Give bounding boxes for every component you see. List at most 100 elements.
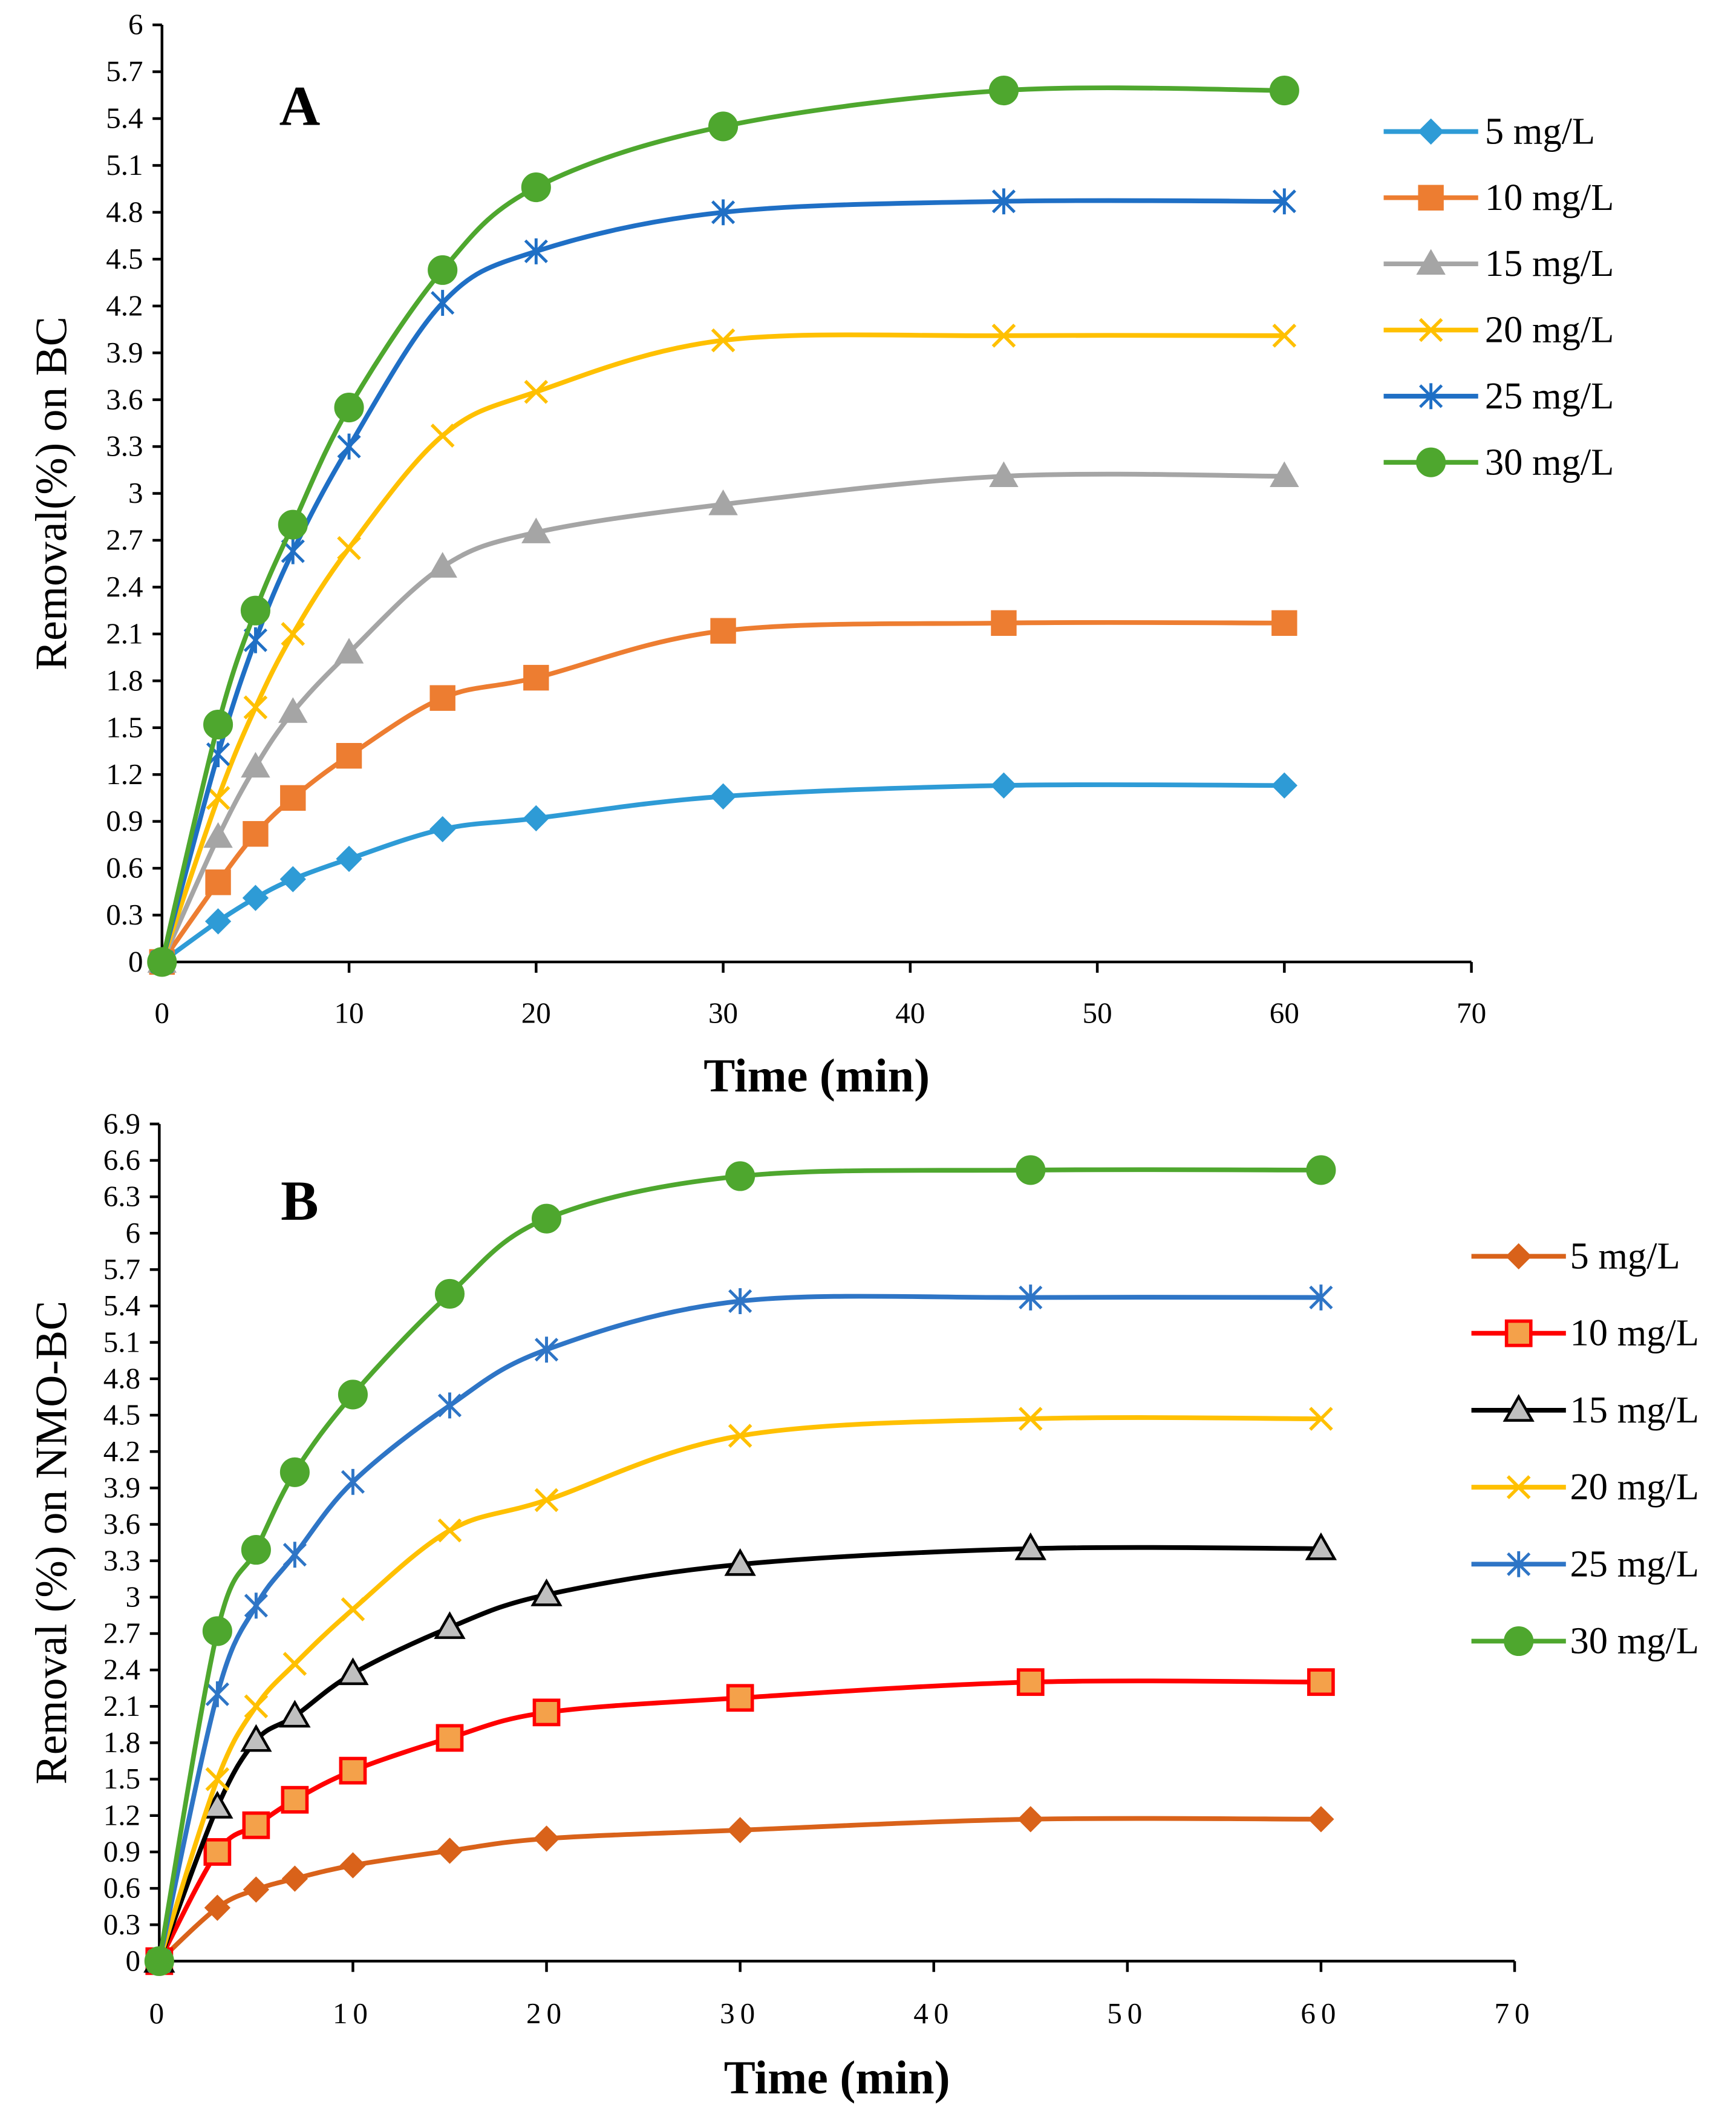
- data-point: [1019, 1284, 1043, 1310]
- data-point: [206, 786, 230, 810]
- x-tick-label: 10: [333, 1997, 373, 2030]
- data-point: [1272, 188, 1296, 215]
- y-tick-label: 1.5: [103, 1762, 140, 1795]
- x-tick-label: 60: [1300, 1997, 1341, 2030]
- data-point: [1308, 1806, 1334, 1833]
- y-tick-label: 3.9: [103, 1471, 140, 1504]
- series-line: [157, 1415, 1321, 1962]
- data-point: [334, 392, 364, 423]
- y-tick-label: 6.3: [103, 1180, 140, 1213]
- legend-marker: [1504, 1626, 1534, 1657]
- legend-item: 15 mg/L: [1383, 242, 1614, 284]
- data-point: [1309, 1284, 1333, 1310]
- y-tick-label: 4.8: [103, 1361, 140, 1395]
- data-point: [430, 424, 455, 448]
- legend-label: 30 mg/L: [1485, 440, 1614, 483]
- series-20-mg-l: [149, 323, 1297, 974]
- legend-item: 5 mg/L: [1471, 1235, 1680, 1277]
- data-point: [726, 1817, 754, 1844]
- y-tick-label: 3.9: [106, 336, 143, 369]
- y-tick-label: 6: [128, 8, 143, 41]
- series-line: [160, 198, 1285, 963]
- series-15-mg-l: [147, 461, 1299, 973]
- y-tick-label: 0.3: [103, 1908, 140, 1941]
- data-point: [437, 1518, 462, 1543]
- data-point: [278, 509, 308, 540]
- x-tick-label: 10: [334, 996, 364, 1029]
- legend-item: 15 mg/L: [1471, 1389, 1699, 1431]
- y-tick-label: 0.9: [106, 804, 143, 837]
- data-point: [336, 742, 362, 769]
- y-tick-label: 5.7: [106, 54, 143, 88]
- data-point: [728, 1288, 752, 1314]
- data-point: [1018, 1407, 1043, 1431]
- data-point: [202, 1616, 232, 1646]
- series-line: [160, 332, 1285, 963]
- data-point: [428, 255, 458, 285]
- data-point: [147, 947, 177, 977]
- y-tick-label: 4.8: [106, 195, 143, 228]
- legend-label: 15 mg/L: [1570, 1389, 1698, 1431]
- data-point: [339, 1756, 367, 1785]
- legend-label: 15 mg/L: [1485, 242, 1614, 284]
- data-point: [1306, 1155, 1336, 1185]
- legend-marker: [1506, 1475, 1531, 1499]
- y-tick-label: 0: [128, 945, 143, 978]
- data-point: [1307, 1668, 1335, 1697]
- panel-label: B: [281, 1170, 319, 1232]
- y-tick-label: 5.1: [103, 1325, 140, 1358]
- y-tick-label: 2.1: [106, 617, 143, 650]
- data-point: [281, 622, 305, 646]
- data-point: [708, 489, 738, 515]
- series-line: [160, 471, 1285, 963]
- data-point: [281, 1785, 309, 1814]
- y-tick-label: 0.9: [103, 1835, 140, 1868]
- data-point: [243, 821, 269, 847]
- y-tick-label: 1.2: [103, 1798, 140, 1831]
- data-point: [521, 517, 551, 543]
- legend-marker: [1416, 447, 1446, 477]
- x-axis-title: Time (min): [703, 1049, 930, 1102]
- data-point: [1016, 1155, 1046, 1185]
- data-point: [279, 866, 306, 892]
- x-tick-label: 30: [708, 996, 738, 1029]
- data-point: [431, 290, 455, 316]
- legend-marker: [1417, 118, 1444, 145]
- data-point: [437, 1392, 462, 1419]
- data-point: [278, 697, 308, 723]
- data-point: [244, 1592, 268, 1619]
- data-point: [203, 1838, 232, 1866]
- data-point: [334, 638, 364, 664]
- data-point: [531, 1203, 562, 1234]
- data-point: [280, 785, 306, 811]
- data-point: [1271, 772, 1297, 799]
- data-point: [336, 845, 362, 872]
- data-point: [434, 1611, 466, 1639]
- panel-label: A: [279, 74, 321, 137]
- y-tick-label: 3.3: [103, 1543, 140, 1577]
- data-point: [337, 1657, 369, 1686]
- data-point: [429, 685, 455, 711]
- data-point: [708, 111, 739, 142]
- series-30-mg-l: [144, 1155, 1336, 1976]
- legend-item: 10 mg/L: [1471, 1312, 1699, 1354]
- data-point: [243, 695, 268, 719]
- data-point: [1305, 1532, 1337, 1560]
- x-tick-label: 50: [1107, 1997, 1147, 2030]
- x-axis-title: Time (min): [724, 2051, 950, 2104]
- legend-item: 20 mg/L: [1471, 1465, 1699, 1508]
- data-point: [204, 908, 232, 935]
- y-tick-label: 5.4: [103, 1289, 140, 1322]
- data-point: [282, 1542, 307, 1568]
- data-point: [244, 1694, 269, 1719]
- data-point: [523, 664, 549, 691]
- data-point: [532, 1698, 561, 1727]
- legend-label: 10 mg/L: [1485, 176, 1614, 218]
- data-point: [338, 1379, 368, 1410]
- x-tick-label: 50: [1083, 996, 1112, 1029]
- x-tick-label: 70: [1457, 996, 1486, 1029]
- data-point: [1016, 1668, 1045, 1697]
- data-point: [436, 1724, 464, 1752]
- data-point: [711, 328, 736, 353]
- y-tick-label: 5.4: [106, 102, 143, 135]
